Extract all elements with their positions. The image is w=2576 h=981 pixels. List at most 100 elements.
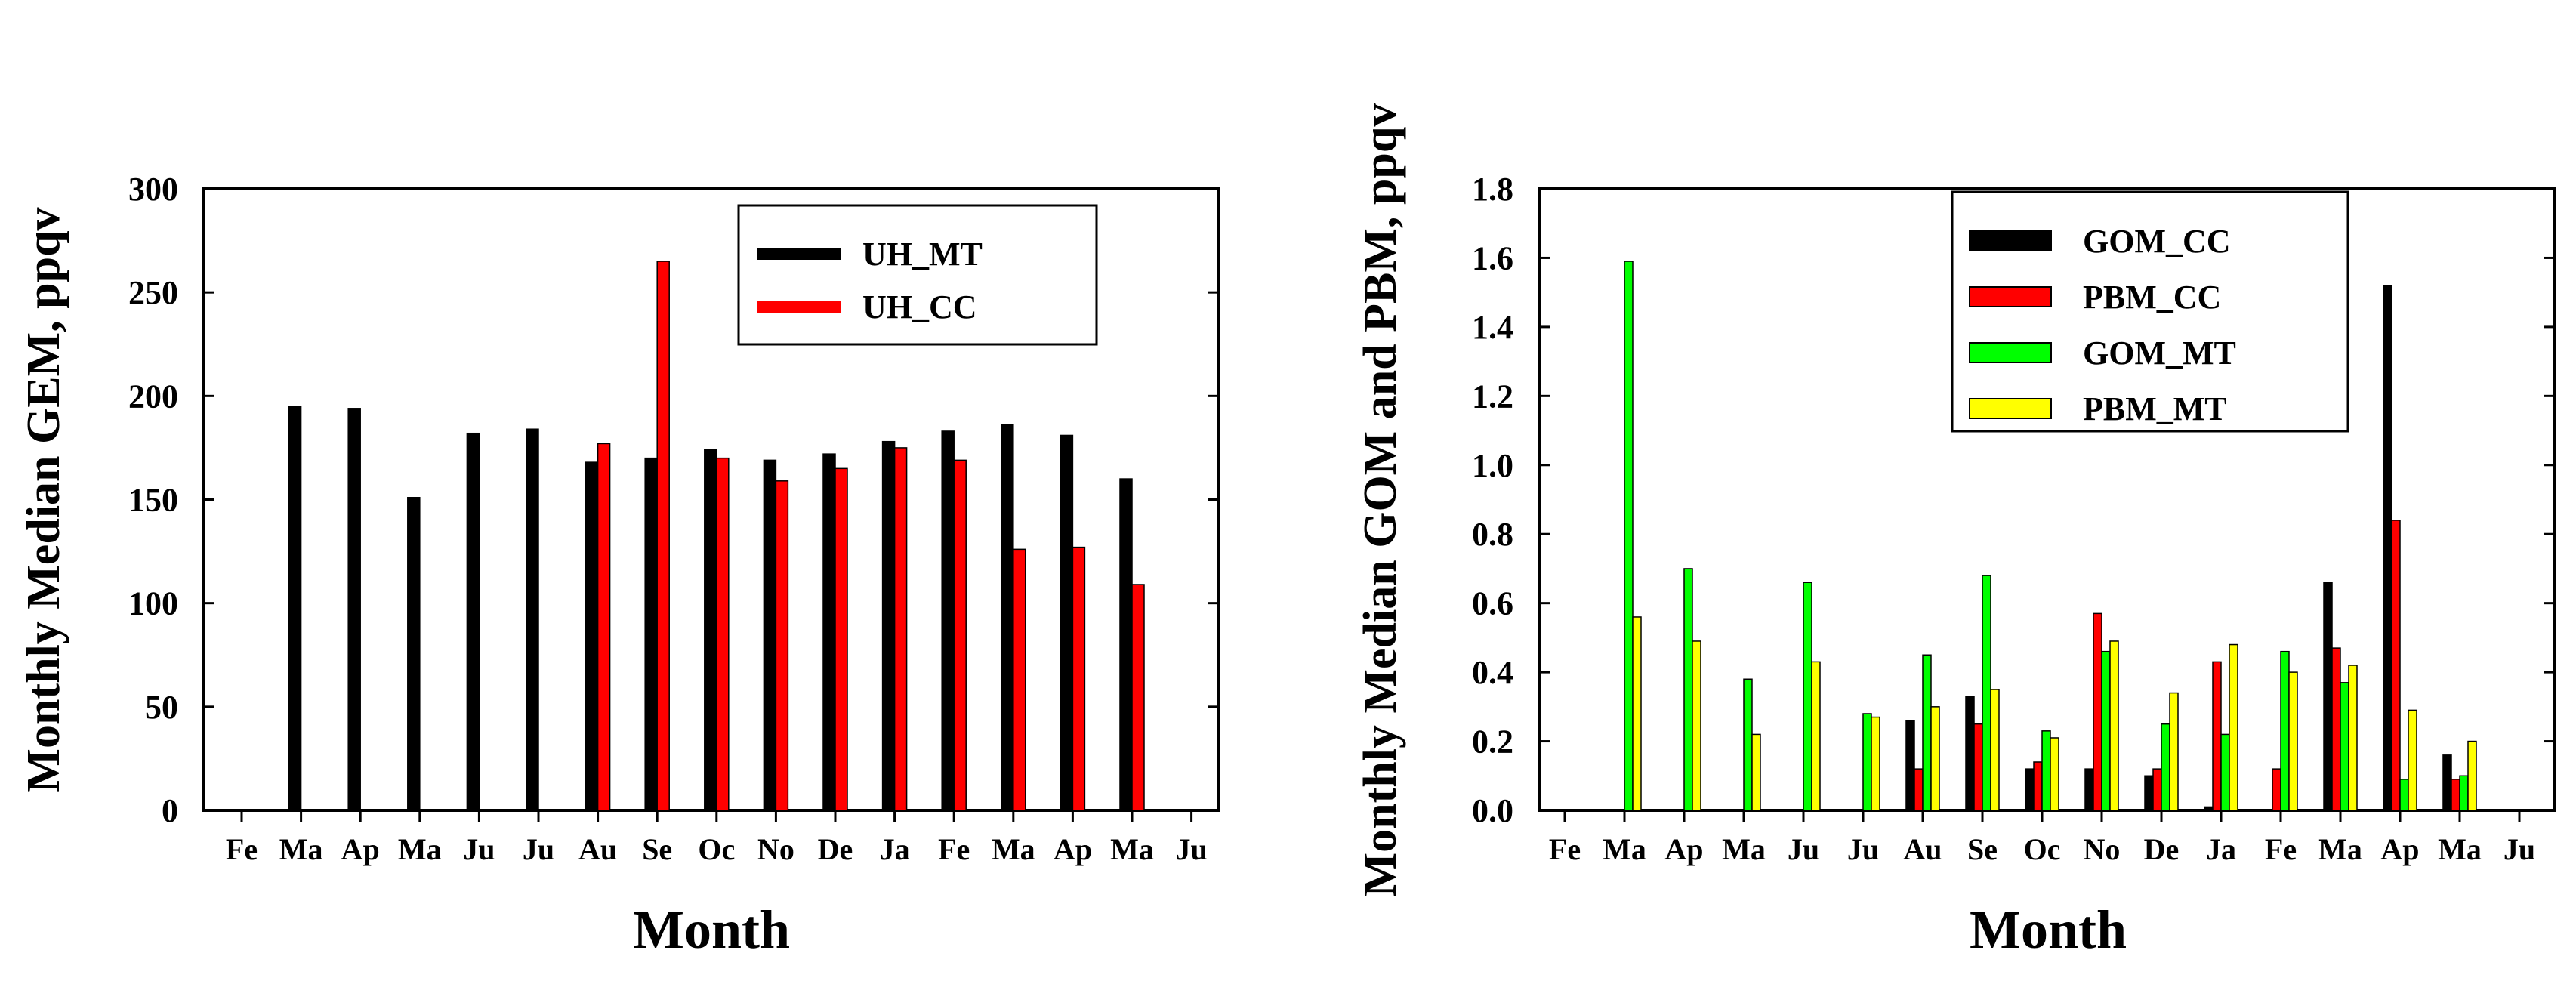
gom-pbm-x-tick-label: Au xyxy=(1903,832,1942,866)
gem-legend: UH_MT UH_CC xyxy=(737,204,1098,346)
gom-pbm-x-tick-label: Ap xyxy=(2380,832,2419,866)
gom-pbm-x-tick-label: Ma xyxy=(2438,832,2482,866)
gem-bar-uh-mt xyxy=(526,428,539,811)
gem-bar-uh-cc xyxy=(835,467,848,811)
gem-bar-uh-cc xyxy=(893,447,908,811)
gem-bar-uh-mt xyxy=(763,459,777,811)
gem-x-tick-label: Ju xyxy=(463,832,495,866)
gom-pbm-bar-pbm-cc xyxy=(2331,647,2341,811)
gom-pbm-bar-gom-cc xyxy=(2144,775,2154,811)
gom-pbm-bar-pbm-mt xyxy=(1811,661,1821,811)
gom-pbm-bar-gom-mt xyxy=(1624,261,1634,811)
gom-pbm-bar-pbm-mt xyxy=(2408,709,2417,811)
gem-x-tick-label: Ju xyxy=(1175,832,1207,866)
gom-pbm-x-tick-label: Fe xyxy=(1549,832,1581,866)
gom-pbm-bar-gom-mt xyxy=(2220,733,2230,811)
gom-pbm-y-tick-label: 1.2 xyxy=(1472,378,1513,415)
gom-pbm-x-tick-label: Ma xyxy=(1722,832,1766,866)
gom-pbm-bar-gom-cc xyxy=(2084,768,2094,811)
gem-x-tick-label: No xyxy=(757,832,794,866)
legend-swatch-pbm-cc xyxy=(1969,286,2052,307)
gem-bar-uh-mt xyxy=(1119,478,1133,811)
gom-pbm-bar-gom-mt xyxy=(2041,730,2051,811)
gom-pbm-bar-pbm-cc xyxy=(1914,768,1924,811)
legend-swatch-uh-cc xyxy=(757,301,841,313)
gem-x-tick-label: Ap xyxy=(341,832,380,866)
gom-pbm-y-tick-label: 1.0 xyxy=(1472,447,1513,484)
gem-bar-uh-mt xyxy=(704,449,717,811)
gom-pbm-bar-gom-mt xyxy=(1803,582,1812,811)
gom-pbm-bar-pbm-mt xyxy=(2169,692,2179,811)
gom-pbm-y-tick-label: 0.4 xyxy=(1472,654,1513,691)
gom-pbm-y-tick-label: 1.6 xyxy=(1472,239,1513,276)
legend-label-gom-cc: GOM_CC xyxy=(2083,223,2231,260)
gom-pbm-bar-gom-cc xyxy=(2204,806,2214,811)
gom-pbm-bar-gom-cc xyxy=(1965,696,1975,811)
gom-pbm-bar-gom-mt xyxy=(1683,568,1693,811)
gom-pbm-y-tick-label: 1.8 xyxy=(1472,171,1513,208)
gom-pbm-y-tick-label: 0.8 xyxy=(1472,516,1513,553)
gom-pbm-bar-gom-cc xyxy=(2383,285,2392,811)
gem-bars xyxy=(288,261,1145,811)
gom-pbm-bar-pbm-mt xyxy=(2229,643,2238,811)
legend-swatch-gom-cc xyxy=(1969,230,2052,251)
gom-pbm-legend: GOM_CC PBM_CC GOM_MT PBM_MT xyxy=(1951,190,2349,433)
legend-swatch-gom-mt xyxy=(1969,342,2052,363)
legend-label-uh-cc: UH_CC xyxy=(862,288,977,325)
gom-pbm-x-tick-label: Ma xyxy=(2318,832,2362,866)
gem-y-tick-label: 0 xyxy=(162,792,178,829)
gom-pbm-bar-gom-cc xyxy=(1905,720,1915,811)
gom-pbm-bar-pbm-cc xyxy=(2093,612,2102,811)
gom-pbm-bar-gom-mt xyxy=(1982,575,1991,811)
gem-y-axis-title: Monthly Median GEM, ppqv xyxy=(18,207,69,792)
gem-x-tick-label: Ma xyxy=(279,832,323,866)
gom-pbm-y-axis-title: Monthly Median GOM and PBM, ppqv xyxy=(1355,103,1406,897)
gem-x-axis-title: Month xyxy=(633,899,790,960)
gem-y-tick-label: 50 xyxy=(145,689,178,726)
gem-x-tick-label: Ap xyxy=(1054,832,1092,866)
gem-y-tick-label: 200 xyxy=(128,378,178,415)
gom-pbm-x-tick-label: Ap xyxy=(1664,832,1703,866)
gom-pbm-bar-gom-cc xyxy=(2323,582,2333,811)
gom-pbm-bar-pbm-cc xyxy=(2212,661,2222,811)
gem-bar-uh-mt xyxy=(1001,424,1014,811)
gom-pbm-bar-pbm-mt xyxy=(1632,616,1642,811)
gom-pbm-bar-pbm-mt xyxy=(1990,689,2000,811)
gem-y-tick-label: 150 xyxy=(128,482,178,519)
gem-bar-uh-mt xyxy=(1060,434,1074,811)
gom-pbm-x-axis-title: Month xyxy=(1970,899,2127,960)
gom-pbm-bar-pbm-mt xyxy=(2109,640,2119,811)
gom-pbm-bar-pbm-cc xyxy=(2451,779,2460,811)
gom-pbm-bar-pbm-mt xyxy=(1871,716,1880,811)
gem-x-tick-label: Ju xyxy=(523,832,554,866)
gom-pbm-x-tick-label: De xyxy=(2144,832,2180,866)
gom-pbm-bar-pbm-cc xyxy=(2272,768,2281,811)
gom-pbm-bar-gom-mt xyxy=(1922,654,1932,811)
gem-x-tick-label: Oc xyxy=(698,832,735,866)
gom-pbm-bar-gom-mt xyxy=(2161,723,2170,811)
gem-x-tick-label: Au xyxy=(578,832,617,866)
gom-pbm-bar-pbm-mt xyxy=(2288,671,2298,811)
gem-y-tick-label: 250 xyxy=(128,274,178,311)
gom-pbm-bar-pbm-mt xyxy=(1751,733,1761,811)
gom-pbm-bar-pbm-mt xyxy=(2050,737,2059,811)
gom-pbm-bar-gom-mt xyxy=(1743,678,1753,811)
gem-y-tick-label: 300 xyxy=(128,171,178,208)
gom-pbm-x-tick-label: Ju xyxy=(2504,832,2535,866)
gem-y-tick-label: 100 xyxy=(128,585,178,622)
gom-pbm-bar-gom-cc xyxy=(2442,754,2452,811)
gem-x-tick-label: Ma xyxy=(1110,832,1154,866)
gem-bar-uh-mt xyxy=(644,457,658,811)
gom-pbm-bars xyxy=(1624,261,2477,811)
gem-x-tick-label: Ma xyxy=(992,832,1035,866)
gom-pbm-x-tick-label: Se xyxy=(1967,832,1998,866)
gom-pbm-x-tick-label: Ja xyxy=(2206,832,2236,866)
gem-bar-uh-mt xyxy=(941,430,955,811)
gem-bar-uh-cc xyxy=(656,261,670,811)
gom-pbm-bar-pbm-cc xyxy=(1973,723,1983,811)
gem-bar-uh-cc xyxy=(1013,548,1026,811)
gom-pbm-bar-pbm-cc xyxy=(2391,520,2401,811)
gom-pbm-x-tick-label: Fe xyxy=(2265,832,2297,866)
legend-label-pbm-cc: PBM_CC xyxy=(2083,279,2221,316)
gom-pbm-x-tick-label: Ju xyxy=(1788,832,1819,866)
